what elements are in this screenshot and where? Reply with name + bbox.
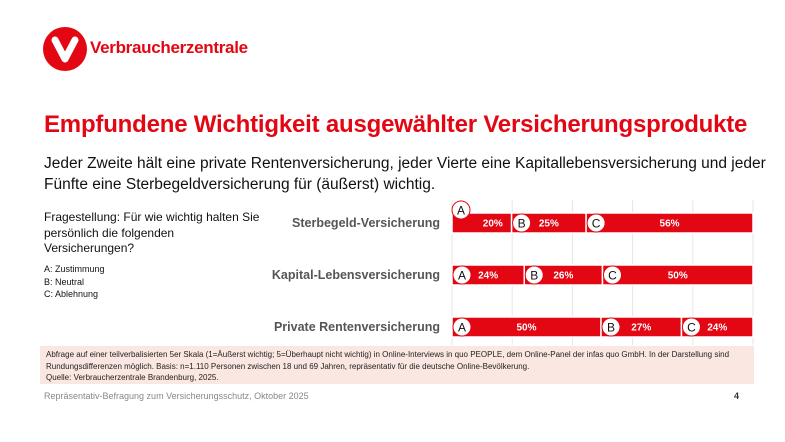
series-marker xyxy=(512,213,532,233)
source-text: Quelle: Verbraucherzentrale Brandenburg,… xyxy=(46,373,219,382)
category-label: Private Rentenversicherung xyxy=(273,320,440,334)
data-label: 27% xyxy=(631,323,651,334)
data-label: 50% xyxy=(668,271,688,282)
data-label: 56% xyxy=(660,219,680,230)
legend: A: Zustimmung B: Neutral C: Ablehnung xyxy=(44,263,105,301)
series-marker xyxy=(681,317,701,337)
data-label: 20% xyxy=(483,219,503,230)
data-label: 50% xyxy=(516,323,536,334)
series-marker-label: B xyxy=(518,217,526,231)
logo-icon xyxy=(43,27,87,71)
data-label: 24% xyxy=(707,323,727,334)
series-marker xyxy=(524,265,544,285)
data-label: 26% xyxy=(553,271,573,282)
logo-text: Verbraucherzentrale xyxy=(90,38,248,57)
series-marker-label: B xyxy=(607,321,615,335)
subtitle: Jeder Zweite hält eine private Rentenver… xyxy=(44,155,766,193)
series-marker-label: C xyxy=(608,269,617,283)
series-marker xyxy=(601,317,621,337)
series-marker-label: C xyxy=(592,217,601,231)
method-note: Abfrage auf einer teilverbalisierten 5er… xyxy=(40,346,754,384)
series-marker xyxy=(451,200,471,220)
legend-c: C: Ablehnung xyxy=(44,289,99,299)
series-marker xyxy=(603,265,622,285)
bar-segment xyxy=(585,212,754,234)
page-title: Empfundene Wichtigkeit ausgewählter Vers… xyxy=(44,111,748,138)
footer: Repräsentativ-Befragung zum Versicherung… xyxy=(44,391,309,401)
category-label: Kapital-Lebensversicherung xyxy=(271,268,440,282)
data-label: 24% xyxy=(478,271,498,282)
data-label: 25% xyxy=(539,219,559,230)
series-marker-label: A xyxy=(458,321,466,335)
series-marker xyxy=(452,265,472,285)
series-marker xyxy=(452,317,472,337)
series-marker xyxy=(586,213,606,233)
question-text: Fragestellung: Für wie wichtig halten Si… xyxy=(44,210,260,255)
legend-a: A: Zustimmung xyxy=(44,264,105,274)
series-marker-label: A xyxy=(457,204,465,218)
page-number: 4 xyxy=(734,391,740,401)
bar-segment xyxy=(601,264,754,286)
series-marker-label: C xyxy=(687,321,696,335)
series-marker-label: A xyxy=(458,269,466,283)
legend-b: B: Neutral xyxy=(44,276,85,287)
series-marker-label: B xyxy=(530,269,538,283)
category-label: Sterbegeld-Versicherung xyxy=(292,216,440,230)
note-text: Abfrage auf einer teilverbalisierten 5er… xyxy=(46,350,730,371)
